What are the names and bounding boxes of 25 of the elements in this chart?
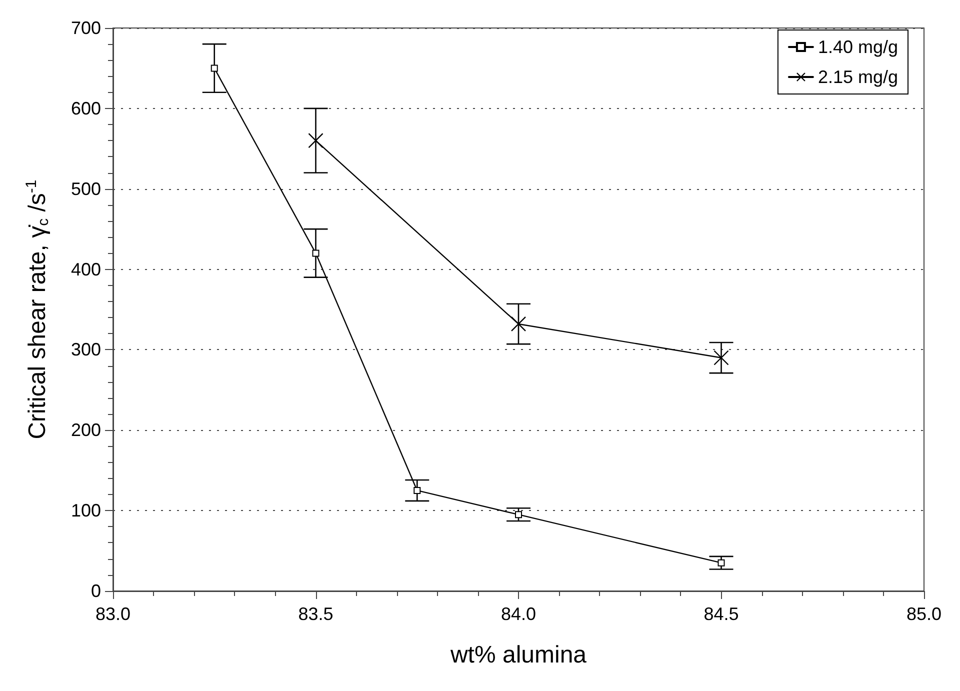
x-axis-title: wt% alumina (449, 642, 588, 668)
x-tick-label: 84.0 (500, 604, 536, 624)
x-tick-label: 85.0 (906, 604, 942, 624)
x-tick-label: 83.0 (95, 604, 131, 624)
y-tick-label: 100 (70, 500, 101, 521)
point (714, 350, 729, 366)
point (510, 316, 526, 332)
legend-label: 1.40 mg/g (818, 37, 898, 57)
legend-label: 2.15 mg/g (818, 67, 898, 87)
point (312, 250, 320, 257)
point (308, 133, 324, 148)
y-tick-label: 400 (70, 259, 101, 280)
y-tick-label: 600 (70, 98, 101, 118)
y-axis-title: Critical shear rate, γ̇c /s-1 (23, 180, 52, 440)
y-tick-label: 200 (70, 420, 101, 440)
point (210, 64, 218, 72)
point (515, 511, 522, 518)
y-tick-label: 700 (70, 18, 101, 38)
y-tick-label: 0 (90, 581, 101, 601)
y-tick-label: 500 (70, 178, 101, 199)
y-tick-label: 300 (70, 340, 101, 360)
point (718, 559, 725, 566)
x-tick-label: 83.5 (298, 604, 334, 624)
point (414, 486, 421, 494)
x-tick-label: 84.5 (704, 604, 739, 624)
